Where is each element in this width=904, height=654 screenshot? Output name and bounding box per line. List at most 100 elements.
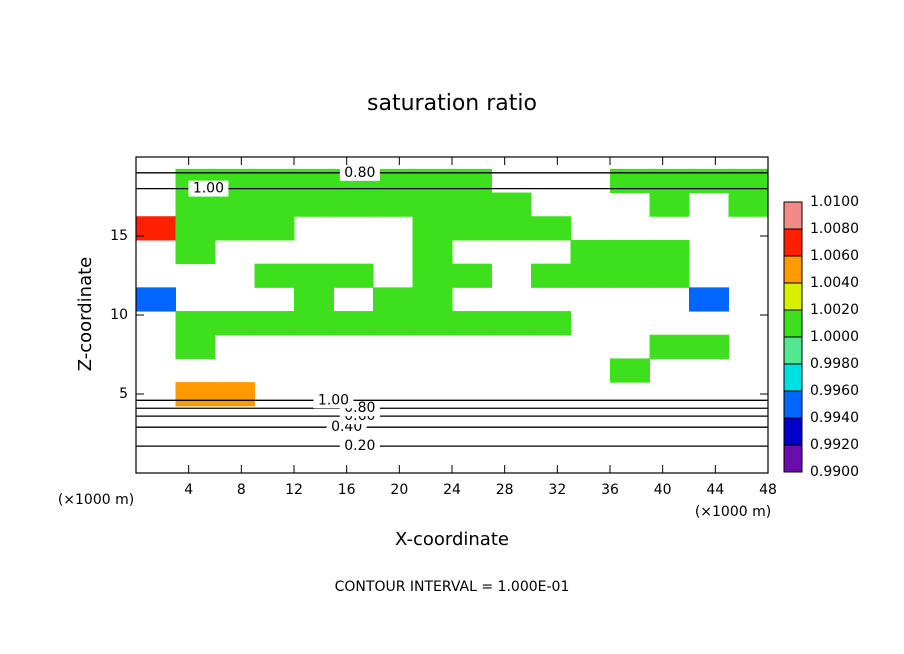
colorbar-tick-label: 0.9920 bbox=[810, 437, 859, 453]
x-unit-label: (×1000 m) bbox=[58, 492, 134, 508]
field-cell bbox=[491, 216, 532, 241]
field-cell bbox=[412, 263, 453, 288]
x-tick-label: 28 bbox=[496, 482, 514, 498]
field-cell bbox=[728, 192, 768, 217]
field-cell bbox=[175, 216, 216, 241]
field-cell bbox=[649, 239, 690, 265]
x-unit-label: (×1000 m) bbox=[695, 504, 771, 520]
field-cell bbox=[689, 334, 729, 359]
colorbar-band bbox=[784, 364, 802, 391]
field-cell bbox=[215, 216, 255, 241]
field-cell bbox=[610, 358, 650, 383]
y-tick-label: 10 bbox=[110, 307, 128, 323]
field-cell bbox=[452, 263, 492, 288]
field-cell bbox=[175, 334, 216, 359]
chart-title: saturation ratio bbox=[367, 91, 537, 116]
field-cell bbox=[294, 263, 334, 288]
field-cell bbox=[215, 382, 255, 407]
colorbar-tick-label: 1.0020 bbox=[810, 302, 859, 318]
field-cell bbox=[175, 382, 216, 407]
field-cell bbox=[452, 311, 492, 336]
field-cell bbox=[294, 287, 334, 312]
field-cell bbox=[373, 287, 413, 312]
contour-label: 0.80 bbox=[344, 165, 375, 181]
field-cell bbox=[294, 192, 334, 217]
x-tick-label: 40 bbox=[654, 482, 672, 498]
colorbar-tick-label: 1.0100 bbox=[810, 194, 859, 210]
x-tick-label: 36 bbox=[601, 482, 619, 498]
field-cell bbox=[649, 192, 690, 217]
colorbar-band bbox=[784, 229, 802, 256]
field-cell bbox=[531, 216, 571, 241]
colorbar-tick-label: 1.0080 bbox=[810, 221, 859, 237]
colorbar-band bbox=[784, 391, 802, 418]
colorbar-tick-label: 0.9940 bbox=[810, 410, 859, 426]
colorbar-tick-label: 0.9960 bbox=[810, 383, 859, 399]
x-tick-label: 48 bbox=[759, 482, 777, 498]
contour-label-bg bbox=[313, 392, 354, 409]
field-cell bbox=[215, 311, 255, 336]
field-cell bbox=[531, 263, 571, 288]
x-tick-label: 44 bbox=[706, 482, 724, 498]
x-tick-label: 24 bbox=[443, 482, 461, 498]
field-cell bbox=[610, 263, 650, 288]
field-cell bbox=[175, 239, 216, 265]
x-tick-label: 32 bbox=[548, 482, 566, 498]
field-cell bbox=[254, 311, 295, 336]
y-tick-label: 15 bbox=[110, 228, 128, 244]
field-cell bbox=[412, 287, 453, 312]
colorbar-band bbox=[784, 418, 802, 445]
colorbar-band bbox=[784, 283, 802, 310]
contour-label-bg bbox=[339, 164, 380, 181]
field-cell bbox=[531, 311, 571, 336]
field-cell bbox=[254, 192, 295, 217]
x-tick-label: 8 bbox=[237, 482, 246, 498]
colorbar-band bbox=[784, 337, 802, 364]
contour-label: 1.00 bbox=[318, 392, 349, 408]
contours: 0.200.400.600.801.000.801.00 bbox=[136, 164, 768, 455]
field-cell bbox=[412, 311, 453, 336]
field-cell bbox=[491, 192, 532, 217]
x-tick-label: 4 bbox=[184, 482, 193, 498]
field-cell bbox=[570, 263, 611, 288]
contour-label-bg bbox=[339, 438, 380, 455]
colorbar-tick-label: 1.0060 bbox=[810, 248, 859, 264]
field-cell bbox=[373, 311, 413, 336]
field-cell bbox=[333, 311, 374, 336]
field-cell bbox=[333, 192, 374, 217]
x-tick-label: 12 bbox=[285, 482, 303, 498]
field-cell bbox=[175, 311, 216, 336]
field-cell bbox=[136, 216, 176, 241]
x-tick-label: 20 bbox=[390, 482, 408, 498]
y-axis-label: Z-coordinate bbox=[75, 257, 96, 372]
field-cell bbox=[452, 192, 492, 217]
contour-label: 1.00 bbox=[193, 181, 224, 197]
field-cell bbox=[373, 192, 413, 217]
field-cell bbox=[136, 287, 176, 312]
colorbar-tick-label: 1.0000 bbox=[810, 329, 859, 345]
field-cell bbox=[570, 239, 611, 265]
colorbar-band bbox=[784, 256, 802, 283]
colorbar-tick-label: 0.9980 bbox=[810, 356, 859, 372]
field-cell bbox=[649, 334, 690, 359]
field-cell bbox=[689, 287, 729, 312]
contour-label-bg bbox=[188, 180, 229, 197]
x-axis-label: X-coordinate bbox=[395, 529, 509, 550]
footnote: CONTOUR INTERVAL = 1.000E-01 bbox=[335, 579, 570, 595]
field-cell bbox=[412, 216, 453, 241]
x-tick-label: 16 bbox=[338, 482, 356, 498]
field-cell bbox=[452, 216, 492, 241]
field-cell bbox=[491, 311, 532, 336]
field-cell bbox=[649, 263, 690, 288]
field-cell bbox=[610, 239, 650, 265]
field-cell bbox=[412, 192, 453, 217]
colorbar-band bbox=[784, 202, 802, 229]
contour-label: 0.20 bbox=[344, 438, 375, 454]
colorbar-band bbox=[784, 310, 802, 337]
field-cell bbox=[412, 239, 453, 265]
colorbar-tick-label: 0.9900 bbox=[810, 464, 859, 480]
field-cell bbox=[254, 263, 295, 288]
y-tick-label: 5 bbox=[119, 386, 128, 402]
field-cell bbox=[254, 216, 295, 241]
